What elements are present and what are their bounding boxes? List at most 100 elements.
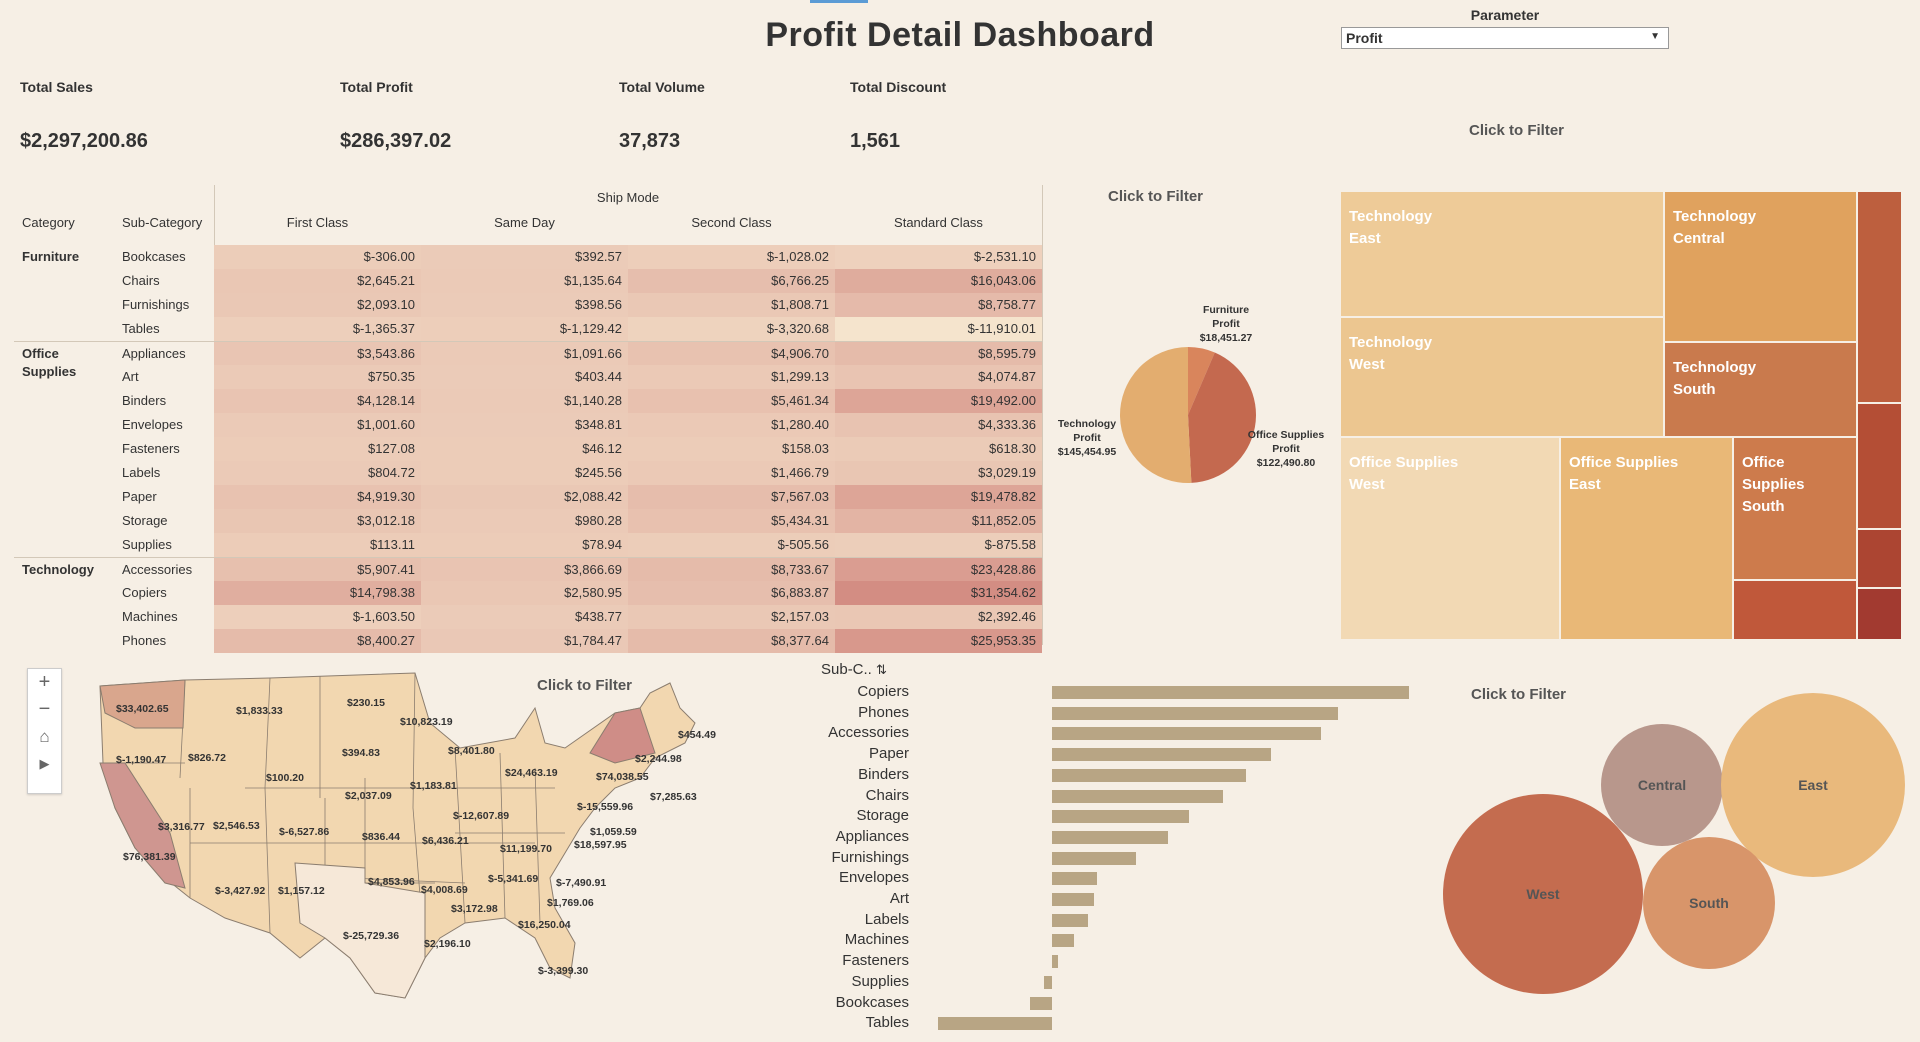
table-cell[interactable]: $113.11 <box>214 533 421 557</box>
treemap-cell-office-supplies-south[interactable]: Office Supplies South <box>1733 437 1857 580</box>
table-cell[interactable]: $398.56 <box>421 293 628 317</box>
treemap-cell-technology-central[interactable]: Technology Central <box>1664 191 1857 342</box>
table-cell[interactable]: $2,088.42 <box>421 485 628 509</box>
zoom-in-icon[interactable]: + <box>38 671 51 693</box>
table-row[interactable]: Furnishings $2,093.10 $398.56 $1,808.71 $8,7… <box>14 293 1043 317</box>
home-icon[interactable]: ⌂ <box>39 727 50 746</box>
state-new-york[interactable] <box>589 707 656 764</box>
zoom-out-icon[interactable]: − <box>38 698 51 720</box>
table-cell[interactable]: $1,808.71 <box>628 293 835 317</box>
table-cell[interactable]: $2,645.21 <box>214 269 421 293</box>
table-cell[interactable]: $618.30 <box>835 437 1042 461</box>
bar[interactable] <box>1052 893 1094 906</box>
table-row[interactable]: Phones $8,400.27 $1,784.47 $8,377.64 $25,953… <box>14 629 1043 653</box>
us-state-profit-map[interactable] <box>95 668 725 1018</box>
table-cell[interactable]: $-2,531.10 <box>835 245 1042 269</box>
bar-category-label[interactable]: Storage <box>856 807 909 825</box>
bar-category-label[interactable]: Fasteners <box>842 952 909 970</box>
table-cell[interactable]: $16,043.06 <box>835 269 1042 293</box>
table-cell[interactable]: $6,766.25 <box>628 269 835 293</box>
table-row[interactable]: Copiers $14,798.38 $2,580.95 $6,883.87 $31,3… <box>14 581 1043 605</box>
treemap-cell-small[interactable] <box>1857 529 1902 588</box>
bar[interactable] <box>938 1017 1052 1031</box>
table-cell[interactable]: $980.28 <box>421 509 628 533</box>
table-cell[interactable]: $3,866.69 <box>421 558 628 582</box>
table-cell[interactable]: $78.94 <box>421 533 628 557</box>
table-cell[interactable]: $-1,603.50 <box>214 605 421 629</box>
bar-category-label[interactable]: Copiers <box>857 683 909 700</box>
table-row[interactable]: Art $750.35 $403.44 $1,299.13 $4,074.87 <box>14 365 1043 389</box>
table-cell[interactable]: $19,478.82 <box>835 485 1042 509</box>
table-cell[interactable]: $158.03 <box>628 437 835 461</box>
table-cell[interactable]: $14,798.38 <box>214 581 421 605</box>
bar[interactable] <box>1052 830 1169 844</box>
table-cell[interactable]: $-875.58 <box>835 533 1042 557</box>
table-row[interactable]: Technology Accessories $5,907.41 $3,866.69 $… <box>14 557 1043 582</box>
bar[interactable] <box>1052 913 1088 927</box>
table-cell[interactable]: $1,140.28 <box>421 389 628 413</box>
bar-category-label[interactable]: Supplies <box>851 972 909 990</box>
table-cell[interactable]: $804.72 <box>214 461 421 485</box>
bar[interactable] <box>1052 768 1246 782</box>
table-cell[interactable]: $1,299.13 <box>628 365 835 389</box>
profit-crosstab[interactable]: Ship Mode Category Sub-Category First Cl… <box>14 185 1043 653</box>
table-cell[interactable]: $-3,320.68 <box>628 317 835 341</box>
table-cell[interactable]: $31,354.62 <box>835 581 1042 605</box>
bar[interactable] <box>1052 789 1223 803</box>
table-row[interactable]: Storage $3,012.18 $980.28 $5,434.31 $11,852.… <box>14 509 1043 533</box>
bar-category-label[interactable]: Tables <box>865 1014 909 1032</box>
treemap-cell-technology-west[interactable]: Technology West <box>1340 317 1664 437</box>
table-cell[interactable]: $1,466.79 <box>628 461 835 485</box>
table-cell[interactable]: $438.77 <box>421 605 628 629</box>
table-row[interactable]: Furniture Bookcases $-306.00 $392.57 $-1,028… <box>14 245 1043 269</box>
table-cell[interactable]: $1,280.40 <box>628 413 835 437</box>
table-cell[interactable]: $6,883.87 <box>628 581 835 605</box>
treemap-cell-small[interactable] <box>1733 580 1857 640</box>
table-cell[interactable]: $46.12 <box>421 437 628 461</box>
table-cell[interactable]: $7,567.03 <box>628 485 835 509</box>
bar-category-label[interactable]: Phones <box>858 703 909 721</box>
table-row[interactable]: Paper $4,919.30 $2,088.42 $7,567.03 $19,478.… <box>14 485 1043 509</box>
bar[interactable] <box>1029 996 1052 1010</box>
bar-chart-header[interactable]: Sub-C.. ⇅ <box>821 661 887 678</box>
state-california[interactable] <box>99 762 186 889</box>
table-cell[interactable]: $8,400.27 <box>214 629 421 653</box>
region-category-treemap[interactable]: Technology East Technology Central Technol… <box>1340 191 1902 640</box>
table-cell[interactable]: $-306.00 <box>214 245 421 269</box>
table-cell[interactable]: $245.56 <box>421 461 628 485</box>
table-cell[interactable]: $1,784.47 <box>421 629 628 653</box>
table-cell[interactable]: $19,492.00 <box>835 389 1042 413</box>
bar[interactable] <box>1052 955 1059 969</box>
table-cell[interactable]: $4,333.36 <box>835 413 1042 437</box>
table-cell[interactable]: $750.35 <box>214 365 421 389</box>
treemap-cell-office-supplies-west[interactable]: Office Supplies West <box>1340 437 1560 640</box>
table-row[interactable]: Tables $-1,365.37 $-1,129.42 $-3,320.68 $-11… <box>14 317 1043 341</box>
table-cell[interactable]: $8,733.67 <box>628 558 835 582</box>
table-cell[interactable]: $8,377.64 <box>628 629 835 653</box>
table-cell[interactable]: $25,953.35 <box>835 629 1042 653</box>
treemap-cell-small[interactable] <box>1857 588 1902 640</box>
state-washington[interactable] <box>99 679 186 729</box>
bar[interactable] <box>1052 934 1074 948</box>
table-cell[interactable]: $-1,028.02 <box>628 245 835 269</box>
pie-slice[interactable] <box>1188 352 1256 483</box>
bar-category-label[interactable]: Envelopes <box>838 869 909 887</box>
table-cell[interactable]: $4,128.14 <box>214 389 421 413</box>
table-cell[interactable]: $4,906.70 <box>628 342 835 366</box>
table-row[interactable]: Supplies $113.11 $78.94 $-505.56 $-875.58 <box>14 533 1043 557</box>
table-row[interactable]: Binders $4,128.14 $1,140.28 $5,461.34 $19,49… <box>14 389 1043 413</box>
bar-category-label[interactable]: Furnishings <box>831 848 909 866</box>
table-cell[interactable]: $11,852.05 <box>835 509 1042 533</box>
bar-category-label[interactable]: Accessories <box>828 724 909 742</box>
table-cell[interactable]: $-11,910.01 <box>835 317 1042 341</box>
table-cell[interactable]: $5,461.34 <box>628 389 835 413</box>
sort-icon[interactable]: ⇅ <box>876 662 887 677</box>
treemap-cell-technology-east[interactable]: Technology East <box>1340 191 1664 317</box>
bubble-west[interactable]: West <box>1443 794 1643 994</box>
table-row[interactable]: Envelopes $1,001.60 $348.81 $1,280.40 $4,333… <box>14 413 1043 437</box>
bubble-central[interactable]: Central <box>1601 724 1723 846</box>
table-cell[interactable]: $403.44 <box>421 365 628 389</box>
state-texas[interactable] <box>294 862 426 999</box>
bar[interactable] <box>1044 975 1052 989</box>
table-row[interactable]: Office Supplies Appliances $3,543.86 $1,091… <box>14 341 1043 379</box>
